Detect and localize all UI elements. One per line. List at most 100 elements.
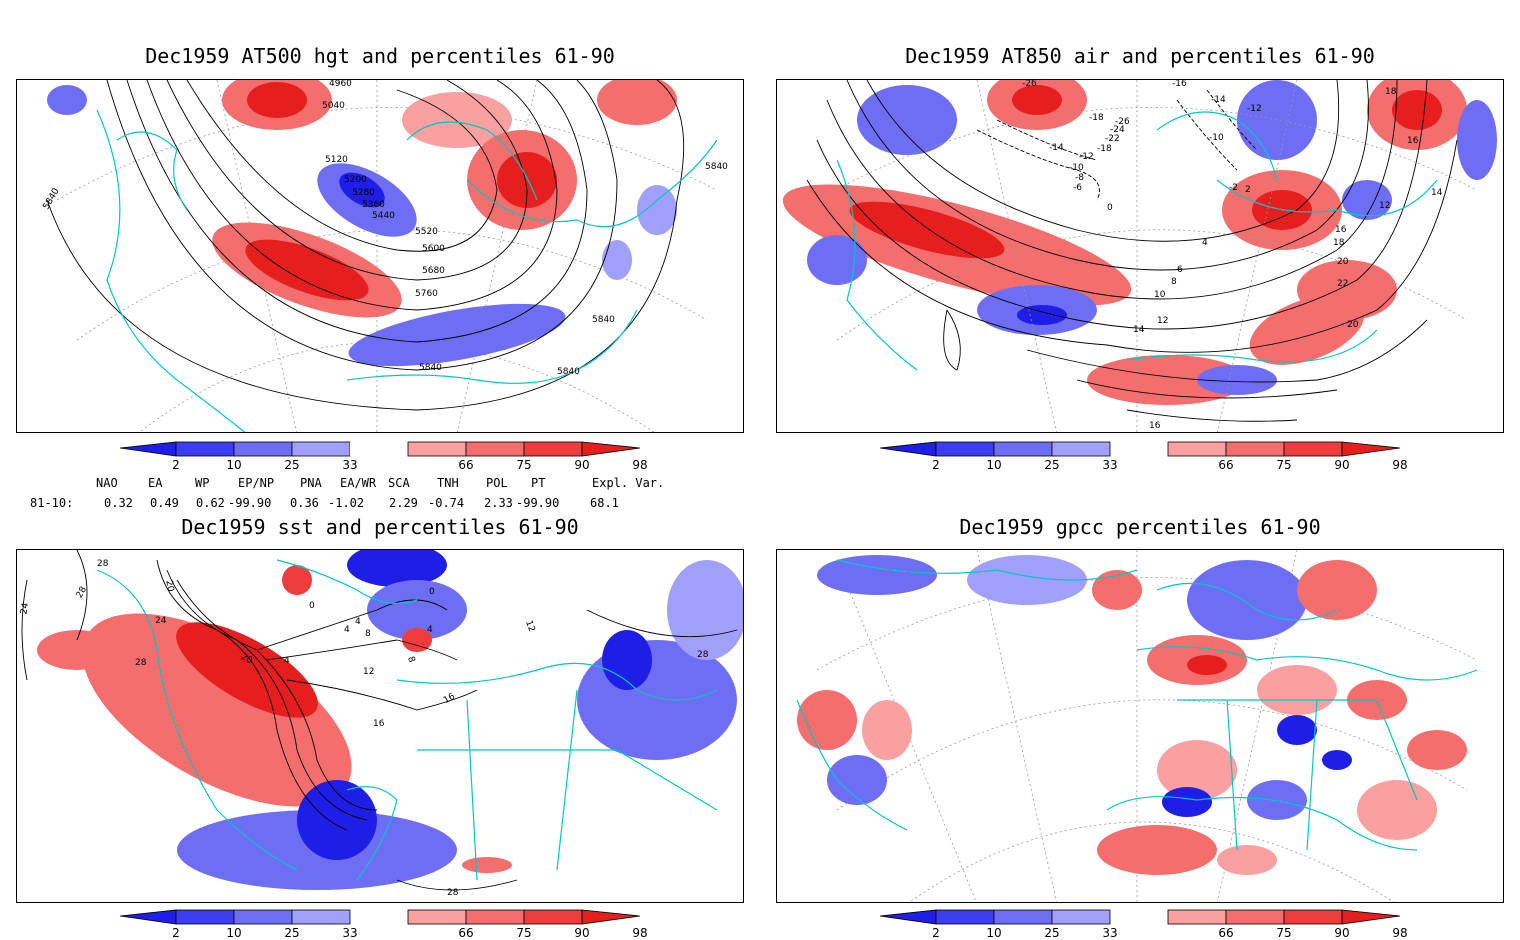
stat-header-pt: PT bbox=[531, 476, 546, 490]
svg-text:4960: 4960 bbox=[329, 80, 352, 89]
svg-text:66: 66 bbox=[458, 926, 473, 940]
stat-header-tnh: TNH bbox=[437, 476, 459, 490]
map-panel-gpcc bbox=[776, 549, 1504, 903]
stat-value-tnh: -0.74 bbox=[428, 496, 465, 510]
svg-text:4: 4 bbox=[427, 625, 433, 635]
svg-text:5840: 5840 bbox=[592, 315, 615, 325]
svg-text:16: 16 bbox=[442, 692, 457, 707]
svg-text:5200: 5200 bbox=[344, 175, 367, 185]
svg-text:25: 25 bbox=[284, 458, 299, 472]
stat-header-pna: PNA bbox=[300, 476, 322, 490]
svg-text:5840: 5840 bbox=[419, 363, 442, 373]
svg-text:-16: -16 bbox=[1172, 80, 1187, 89]
svg-text:4: 4 bbox=[355, 617, 361, 627]
percentile-shading bbox=[37, 550, 743, 890]
map-air: -26 -18 -14 -12 -10 -8 -6 -2 0 2 4 6 8 1… bbox=[782, 80, 1497, 432]
svg-text:2: 2 bbox=[932, 458, 940, 472]
percentile-shading bbox=[782, 80, 1497, 405]
stat-value-explvar: 68.1 bbox=[590, 496, 619, 510]
svg-text:2: 2 bbox=[172, 458, 180, 472]
svg-text:0: 0 bbox=[429, 587, 435, 597]
stat-header-eawr: EA/WR bbox=[340, 476, 377, 490]
svg-text:8: 8 bbox=[405, 655, 416, 664]
svg-text:75: 75 bbox=[1276, 458, 1291, 472]
svg-text:-22: -22 bbox=[1105, 134, 1120, 144]
svg-text:-18: -18 bbox=[1097, 144, 1112, 154]
graticule bbox=[816, 80, 1478, 432]
map-hgt: 4960 5040 5120 5200 5280 5360 5440 5520 … bbox=[42, 80, 728, 432]
svg-text:16: 16 bbox=[1335, 225, 1347, 235]
svg-text:12: 12 bbox=[523, 619, 536, 633]
colorbar-labels: 2 10 25 33 66 75 90 98 bbox=[172, 926, 647, 940]
stat-header-nao: NAO bbox=[96, 476, 118, 490]
stat-value-nao: 0.32 bbox=[104, 496, 133, 510]
sst-contours bbox=[21, 550, 738, 891]
stat-value-epnp: -99.90 bbox=[228, 496, 272, 510]
svg-text:75: 75 bbox=[516, 926, 531, 940]
svg-text:16: 16 bbox=[1149, 421, 1161, 431]
svg-text:8: 8 bbox=[1171, 277, 1177, 287]
svg-text:28: 28 bbox=[447, 888, 459, 898]
svg-text:28: 28 bbox=[135, 658, 147, 668]
svg-text:98: 98 bbox=[632, 458, 647, 472]
map-panel-sst: 24 28 28 20 24 28 20 4 0 4 8 4 12 16 16 … bbox=[16, 549, 744, 903]
svg-text:-6: -6 bbox=[1073, 183, 1082, 193]
stat-value-pt: -99.90 bbox=[516, 496, 560, 510]
svg-text:5440: 5440 bbox=[372, 211, 395, 221]
panel-title-gpcc: Dec1959 gpcc percentiles 61-90 bbox=[959, 515, 1321, 539]
height-contours bbox=[46, 80, 685, 411]
svg-text:28: 28 bbox=[97, 559, 109, 569]
svg-text:5040: 5040 bbox=[322, 101, 345, 111]
colorbar-swatches bbox=[119, 909, 641, 925]
teleconnection-stats: NAO EA WP EP/NP PNA EA/WR SCA TNH POL PT… bbox=[0, 474, 700, 514]
svg-text:25: 25 bbox=[1044, 458, 1059, 472]
svg-text:4: 4 bbox=[284, 656, 290, 666]
svg-text:0: 0 bbox=[309, 601, 315, 611]
svg-text:24: 24 bbox=[19, 602, 31, 615]
stat-header-wp: WP bbox=[195, 476, 210, 490]
svg-text:24: 24 bbox=[155, 616, 167, 626]
svg-text:33: 33 bbox=[1102, 926, 1117, 940]
svg-text:75: 75 bbox=[1276, 926, 1291, 940]
svg-text:66: 66 bbox=[1218, 926, 1233, 940]
svg-text:4: 4 bbox=[344, 625, 350, 635]
panel-title-sst: Dec1959 sst and percentiles 61-90 bbox=[181, 515, 579, 539]
svg-text:6: 6 bbox=[1177, 265, 1183, 275]
svg-text:28: 28 bbox=[697, 650, 709, 660]
svg-text:98: 98 bbox=[632, 926, 647, 940]
temperature-contours bbox=[806, 80, 1458, 422]
stat-header-pol: POL bbox=[486, 476, 508, 490]
stat-row-label: 81-10: bbox=[30, 496, 74, 510]
svg-text:5840: 5840 bbox=[42, 186, 62, 211]
svg-text:20: 20 bbox=[1337, 257, 1349, 267]
svg-text:66: 66 bbox=[458, 458, 473, 472]
svg-text:12: 12 bbox=[1157, 316, 1168, 326]
svg-text:14: 14 bbox=[1431, 188, 1443, 198]
svg-text:10: 10 bbox=[986, 926, 1001, 940]
svg-text:10: 10 bbox=[1154, 290, 1166, 300]
svg-text:-26: -26 bbox=[1115, 117, 1130, 127]
svg-text:5840: 5840 bbox=[557, 367, 580, 377]
svg-text:90: 90 bbox=[574, 926, 589, 940]
svg-text:10: 10 bbox=[226, 926, 241, 940]
percentile-shading bbox=[797, 555, 1467, 875]
stat-header-sca: SCA bbox=[388, 476, 410, 490]
stat-header-explvar: Expl. Var. bbox=[592, 476, 665, 490]
svg-text:12: 12 bbox=[363, 667, 374, 677]
svg-text:10: 10 bbox=[986, 458, 1001, 472]
panel-title-hgt: Dec1959 AT500 hgt and percentiles 61-90 bbox=[145, 44, 615, 68]
svg-text:18: 18 bbox=[1385, 87, 1397, 97]
colorbar-labels: 2 10 25 33 66 75 90 98 bbox=[932, 926, 1407, 940]
coastlines bbox=[836, 111, 1438, 371]
svg-text:-8: -8 bbox=[1075, 173, 1084, 183]
svg-text:-2: -2 bbox=[1229, 183, 1238, 193]
stat-value-sca: 2.29 bbox=[389, 496, 418, 510]
svg-text:-24: -24 bbox=[1110, 125, 1125, 135]
svg-text:2: 2 bbox=[172, 926, 180, 940]
svg-text:16: 16 bbox=[373, 719, 385, 729]
svg-text:25: 25 bbox=[1044, 926, 1059, 940]
svg-text:-10: -10 bbox=[1209, 133, 1224, 143]
map-panel-hgt: 4960 5040 5120 5200 5280 5360 5440 5520 … bbox=[16, 79, 744, 433]
contour-labels: -26 -18 -14 -12 -10 -8 -6 -2 0 2 4 6 8 1… bbox=[1022, 80, 1443, 431]
svg-text:33: 33 bbox=[1102, 458, 1117, 472]
